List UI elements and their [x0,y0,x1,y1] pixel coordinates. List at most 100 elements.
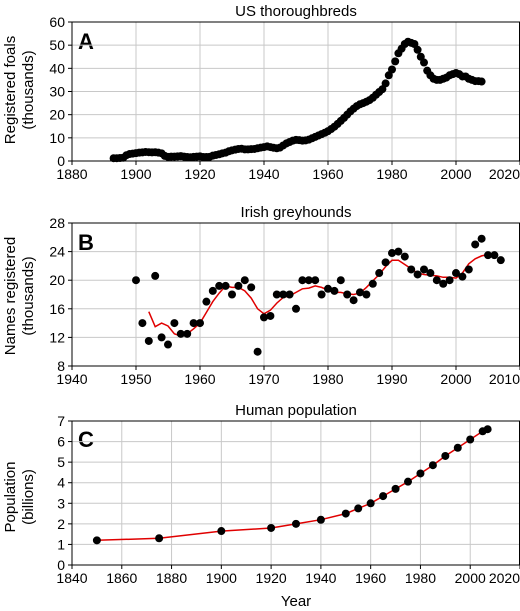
panel-c-data-point [292,519,300,528]
panel-b-data-point [164,340,172,349]
panel-b-data-point [298,276,307,285]
panel-a-ylabel-line1: Registered foals [2,36,19,144]
panel-b-data-point [458,272,467,281]
panel-b-x-tick-label: 1980 [312,371,343,387]
panel-b-data-point [452,269,460,278]
panel-a-y-tick-label: 0 [57,153,65,169]
panel-b-data-point [496,256,505,265]
panel-c-data-point [267,523,276,532]
panel-a-y-tick-label: 60 [49,14,65,30]
panel-a-x-tick-label: 1940 [248,166,279,182]
panel-a-x-tick-label: 2000 [440,166,471,182]
panel-b-data-point [170,319,179,328]
panel-a-y-tick-label: 20 [49,107,65,123]
panel-a-data-point [420,58,428,67]
panel-b-data-point [324,284,332,293]
panel-c-x-tick-label: 1880 [156,570,187,586]
panel-b-y-tick-label: 16 [49,301,65,317]
panel-a-y-tick-label: 10 [49,130,65,146]
panel-a-x-tick-label: 2020 [489,166,520,182]
panel-b-data-point [176,329,185,338]
panel-c-data-point [92,536,101,545]
panel-a-y-tick-label: 50 [49,37,65,53]
panel-b-plot-frame [71,222,520,367]
panel-c-data-point [366,499,375,508]
panel-a-x-tick-label: 1920 [184,166,215,182]
panel-c-y-tick-label: 7 [57,413,65,429]
panel-c-data-point [453,443,462,452]
panel-b-data-point [362,290,371,299]
panel-b-data-point [426,269,435,278]
panel-b-y-tick-label: 8 [57,358,65,374]
panel-c-letter: C [78,427,94,452]
panel-a-data-point [477,77,486,86]
panel-b-data-point [394,247,403,256]
panel-c-data-point [217,527,226,536]
panel-b-data-point [189,319,198,328]
panel-b-data-point [196,319,204,328]
panel-a-x-tick-label: 1900 [120,166,151,182]
panel-b-data-point [138,319,147,328]
panel-c-human-population: Human population C Population (billions)… [2,402,520,610]
panel-b-data-point [445,276,454,285]
panel-b-data-point [266,311,275,320]
panel-c-y-tick-label: 2 [57,516,65,532]
panel-b-data-point [228,290,236,299]
panel-b-data-point [400,252,409,261]
panel-a-x-tick-label: 1960 [312,166,343,182]
panel-c-x-tick-label: 1840 [56,570,87,586]
panel-b-data-point [420,265,428,274]
panel-b-x-tick-label: 2000 [440,371,471,387]
panel-a-data-point [381,79,390,88]
panel-c-data-point [379,492,388,501]
panel-a-letter: A [78,29,94,54]
panel-b-data-point [477,234,486,243]
panel-b-data-point [368,279,377,288]
panel-c-data-point [391,484,400,493]
panel-c-ylabel-line1: Population [2,462,19,533]
panel-b-data-point [439,279,448,288]
panel-b-data-point [330,286,339,295]
panel-c-y-tick-label: 6 [57,434,65,450]
panel-b-data-point [183,329,192,338]
panel-b-data-point [253,347,262,356]
panel-b-irish-greyhounds: Irish greyhounds B Names registered (tho… [2,204,520,387]
panel-c-y-tick-label: 4 [57,475,65,491]
panel-a-data-point [388,65,396,74]
panel-b-data-point [132,276,140,285]
panel-b-data-point [208,286,217,295]
panel-b-data-point [375,269,384,278]
panel-b-x-tick-label: 1970 [248,371,279,387]
panel-c-ylabel-line2: (billions) [20,469,37,525]
panel-b-y-tick-label: 12 [49,329,65,345]
panel-c-x-tick-label: 1860 [106,570,137,586]
panel-b-x-tick-label: 1950 [120,371,151,387]
panel-b-data-point [285,290,294,299]
panel-c-y-tick-label: 0 [57,557,65,573]
panel-b-data-point [234,281,243,290]
panel-b-letter: B [78,230,94,255]
panel-b-data-point [151,271,160,280]
panel-b-data-point [304,276,313,285]
panel-b-data-point [247,283,256,292]
panel-c-data-point [483,425,492,434]
panel-b-data-point [464,265,473,274]
panel-a-title: US thoroughbreds [235,3,357,20]
panel-c-data-point [316,515,325,524]
panel-b-data-point [413,270,422,279]
panel-a-us-thoroughbreds: US thoroughbreds A Registered foals (tho… [2,3,520,182]
panel-a-ylabel-line2: (thousands) [20,50,37,129]
panel-c-title: Human population [235,402,357,419]
panel-b-data-point [292,304,300,313]
panel-b-data-point [311,276,320,285]
panel-c-y-tick-label: 1 [57,536,65,552]
panel-b-data-point [215,281,224,290]
panel-c-x-tick-label: 1960 [355,570,386,586]
panel-a-x-tick-label: 1980 [376,166,407,182]
panel-c-data-point [341,509,350,518]
panel-b-data-point [343,290,352,299]
panel-b-data-point [240,276,249,285]
panel-b-data-point [356,288,364,297]
panel-b-data-point [349,296,358,305]
